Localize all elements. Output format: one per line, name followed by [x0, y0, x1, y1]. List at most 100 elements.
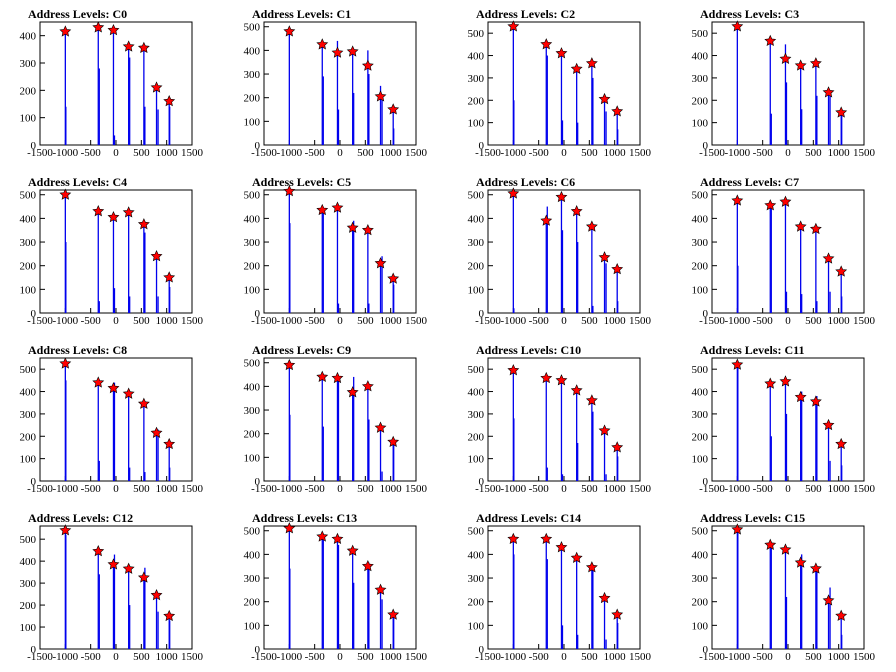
peak-marker [163, 95, 176, 107]
x-tick-label: 0 [337, 147, 343, 159]
peak-marker [107, 23, 120, 36]
x-tick-label: -500 [305, 315, 326, 327]
x-tick-label: -500 [81, 483, 102, 495]
y-tick-label: 300 [692, 237, 709, 249]
peak-marker [361, 59, 374, 71]
y-tick-label: 300 [692, 73, 709, 85]
x-tick-label: -1500 [699, 651, 725, 663]
y-tick-label: 500 [692, 364, 709, 376]
peak-marker [809, 222, 822, 235]
x-tick-label: 1000 [380, 315, 403, 327]
peak-marker [764, 538, 777, 550]
chart-panel: Address Levels: C20100200300400500-1500-… [468, 7, 652, 159]
peak-marker [585, 394, 598, 406]
chart-panel: Address Levels: C90100200300400500-1500-… [244, 343, 428, 495]
x-tick-label: 500 [133, 651, 150, 663]
x-tick-label: -1000 [500, 483, 526, 495]
y-tick-label: 0 [31, 476, 37, 488]
peak-marker [361, 380, 374, 392]
peak-marker [598, 251, 611, 263]
peak-marker [809, 562, 822, 574]
x-tick-label: 1000 [156, 147, 179, 159]
x-tick-label: -1000 [500, 315, 526, 327]
peak-marker [137, 218, 150, 230]
x-tick-label: 0 [785, 315, 791, 327]
x-tick-label: -1500 [475, 651, 501, 663]
x-tick-label: 500 [805, 483, 822, 495]
x-tick-label: 1500 [629, 483, 652, 495]
peak-marker [822, 418, 835, 431]
x-tick-label: 1500 [853, 651, 876, 663]
peak-marker [731, 194, 744, 206]
peak-marker [585, 561, 598, 573]
peak-marker [540, 38, 553, 50]
peak-marker [387, 272, 400, 284]
x-tick-label: -500 [81, 651, 102, 663]
peak-marker [835, 265, 848, 277]
chart-title: Address Levels: C1 [252, 7, 351, 21]
y-tick-label: 0 [703, 644, 709, 656]
y-tick-label: 300 [244, 237, 261, 249]
y-tick-label: 100 [244, 620, 261, 632]
peak-marker [835, 437, 848, 450]
peak-marker [122, 40, 135, 52]
x-tick-label: 500 [357, 483, 374, 495]
x-tick-label: 0 [337, 315, 343, 327]
chart-title: Address Levels: C7 [700, 175, 799, 189]
y-tick-label: 500 [244, 526, 261, 538]
y-tick-label: 400 [468, 549, 485, 561]
y-tick-label: 500 [468, 526, 485, 538]
x-tick-label: 1000 [380, 651, 403, 663]
chart-panel: Address Levels: C60100200300400500-1500-… [468, 175, 652, 327]
peak-marker [764, 377, 777, 389]
peak-marker [163, 271, 176, 283]
chart-title: Address Levels: C9 [252, 343, 351, 357]
peak-marker [316, 370, 329, 382]
peak-marker [374, 257, 387, 269]
y-tick-label: 0 [31, 308, 37, 320]
peak-marker [779, 375, 792, 387]
peak-marker [387, 103, 400, 115]
chart-title: Address Levels: C12 [28, 511, 133, 525]
y-tick-label: 100 [20, 622, 37, 634]
y-tick-label: 0 [703, 308, 709, 320]
y-tick-label: 200 [692, 597, 709, 609]
y-tick-label: 0 [255, 140, 261, 152]
peak-marker [150, 426, 163, 438]
chart-panel: Address Levels: C10 0 100 200 300 400 500 -1500… [468, 343, 652, 495]
y-tick-label: 300 [244, 405, 261, 417]
x-tick-label: -1000 [276, 651, 302, 663]
y-tick-label: 500 [692, 526, 709, 538]
x-tick-label: 1000 [604, 651, 627, 663]
peak-marker [835, 609, 848, 621]
chart-panel: Address Levels: C0 0 100 200 300 400 -1500 -100… [20, 7, 204, 159]
x-tick-label: 0 [113, 483, 119, 495]
peak-marker [107, 381, 120, 394]
x-tick-label: 0 [113, 315, 119, 327]
x-tick-label: -1500 [475, 147, 501, 159]
y-tick-label: 300 [20, 58, 37, 70]
chart-title: Address Levels: C14 [476, 511, 581, 525]
y-tick-label: 200 [244, 93, 261, 105]
x-tick-label: 500 [805, 651, 822, 663]
peak-marker [374, 421, 387, 433]
peak-marker [507, 20, 520, 32]
x-tick-label: -1000 [276, 315, 302, 327]
x-tick-label: 1500 [853, 483, 876, 495]
peak-marker [809, 57, 822, 69]
x-tick-label: 0 [561, 651, 567, 663]
peak-marker [374, 583, 387, 595]
peak-marker [92, 205, 105, 217]
y-tick-label: 400 [244, 45, 261, 57]
peak-marker [59, 357, 72, 369]
y-tick-label: 500 [20, 190, 37, 202]
x-tick-label: 1000 [380, 483, 403, 495]
y-tick-label: 300 [468, 409, 485, 421]
y-tick-label: 300 [20, 237, 37, 249]
y-tick-label: 200 [692, 95, 709, 107]
peak-marker [794, 390, 807, 403]
x-tick-label: -1500 [699, 315, 725, 327]
chart-title: Address Levels: C2 [476, 7, 575, 21]
x-tick-label: 1000 [828, 651, 851, 663]
y-tick-label: 0 [255, 476, 261, 488]
